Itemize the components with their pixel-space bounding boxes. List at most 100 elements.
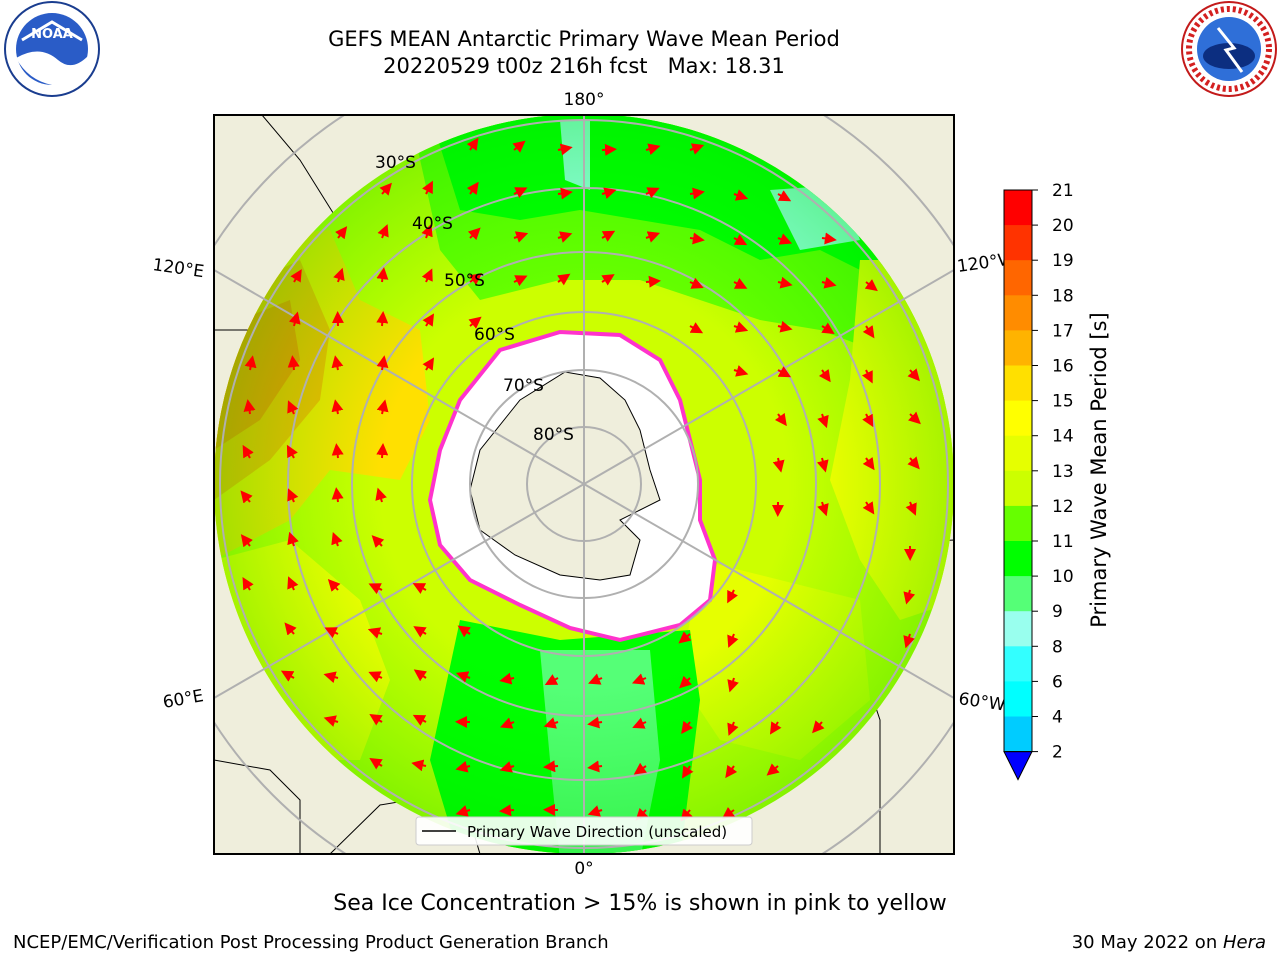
- wave-arrow: [543, 760, 559, 773]
- wave-arrow: [645, 187, 660, 199]
- wave-arrow: [543, 717, 559, 729]
- wave-arrow: [725, 764, 738, 779]
- wave-arrow: [816, 457, 829, 473]
- wave-arrow: [587, 760, 603, 773]
- wave-arrow: [375, 487, 387, 503]
- wave-arrow: [331, 355, 344, 371]
- wave-arrow: [905, 501, 917, 516]
- wave-arrow: [367, 627, 383, 639]
- wave-arrow: [817, 413, 829, 429]
- wave-arrow: [512, 140, 526, 153]
- lat-label-30s: 30°S: [375, 153, 416, 173]
- wave-arrow: [557, 143, 573, 156]
- wave-arrow: [499, 761, 515, 773]
- wave-arrow: [455, 760, 471, 773]
- wave-arrow: [413, 669, 427, 682]
- lat-label-40s: 40°S: [412, 214, 453, 234]
- wave-arrow: [455, 805, 471, 817]
- wave-arrow: [331, 399, 344, 415]
- wave-arrow: [907, 456, 920, 470]
- wave-arrow: [769, 721, 782, 735]
- colorbar-segment: [1004, 716, 1032, 753]
- wave-arrow: [721, 806, 736, 819]
- lat-label-80s: 80°S: [533, 425, 574, 445]
- colorbar-tick-label: 11: [1052, 532, 1074, 552]
- colorbar-tick-label: 9: [1052, 602, 1063, 622]
- colorbar-segment: [1004, 470, 1032, 507]
- wave-arrow: [908, 411, 921, 425]
- wave-arrow: [777, 190, 792, 202]
- credit-text: NCEP/EMC/Verification Post Processing Pr…: [13, 932, 609, 953]
- wave-arrow: [689, 232, 705, 245]
- wave-arrow: [544, 674, 559, 685]
- wave-arrow: [821, 276, 837, 289]
- wave-arrow: [777, 366, 792, 378]
- wave-arrow: [588, 673, 603, 685]
- wave-arrow: [733, 321, 749, 333]
- wave-arrow: [903, 589, 916, 605]
- wave-arrow: [681, 720, 694, 735]
- colorbar-segment: [1004, 646, 1032, 682]
- map-subtitle: 20220529 t00z 216h fcst Max: 18.31: [383, 54, 785, 78]
- wave-direction-arrows: [240, 137, 921, 822]
- wave-arrow: [601, 230, 616, 242]
- wave-arrow: [689, 277, 704, 289]
- wave-arrow: [821, 232, 837, 245]
- wave-arrow: [864, 279, 878, 292]
- wave-arrow: [727, 677, 739, 693]
- wave-arrow: [412, 583, 427, 594]
- noaa-logo: NOAA: [4, 1, 100, 97]
- colorbar: 21 20 19 18 17 16 15 14 13 12 11 10 9 8 6 4 2: [1003, 181, 1074, 781]
- wave-arrow: [678, 631, 692, 644]
- wave-arrow: [376, 267, 389, 283]
- wave-arrow: [777, 276, 793, 289]
- wave-arrow: [284, 622, 297, 636]
- wave-arrow: [331, 487, 344, 503]
- wave-arrow: [368, 583, 383, 595]
- colorbar-segment: [1004, 435, 1032, 472]
- wave-arrow: [377, 224, 389, 239]
- wave-arrow: [903, 633, 915, 649]
- wave-arrow: [376, 399, 389, 415]
- wave-arrow: [727, 633, 739, 648]
- map-legend: Primary Wave Direction (unscaled): [415, 816, 753, 846]
- lat-label-50s: 50°S: [444, 271, 485, 291]
- wave-arrow: [645, 143, 661, 155]
- wave-arrow: [499, 717, 515, 729]
- lat-label-60s: 60°S: [474, 325, 515, 345]
- wave-arrow: [733, 277, 748, 289]
- wave-arrow: [601, 187, 617, 199]
- wave-arrow: [376, 311, 389, 327]
- colorbar-tick-label: 20: [1052, 216, 1074, 236]
- wave-arrow: [422, 180, 433, 195]
- wave-arrow: [861, 369, 873, 384]
- wave-arrow: [412, 714, 427, 726]
- wave-arrow: [468, 273, 483, 286]
- wave-arrow: [421, 223, 433, 239]
- wave-arrow: [331, 443, 344, 459]
- colorbar-segment: [1004, 611, 1032, 647]
- colorbar-segment: [1004, 365, 1032, 402]
- map-frame: [213, 114, 955, 855]
- colorbar-tick-label: 10: [1052, 567, 1074, 587]
- wave-arrow: [633, 762, 647, 775]
- wave-arrow: [331, 531, 343, 547]
- date-text: 30 May 2022 on Hera: [1072, 932, 1266, 953]
- svg-text:NOAA: NOAA: [31, 27, 73, 42]
- wave-arrow: [376, 355, 389, 371]
- lon-label-60w: 60°W: [957, 689, 1006, 715]
- wave-arrow: [333, 267, 345, 283]
- wave-arrow: [727, 589, 738, 604]
- wave-arrow: [327, 578, 341, 592]
- colorbar-extend-arrow: [1003, 751, 1033, 781]
- colorbar-segment: [1004, 541, 1032, 577]
- colorbar-segment: [1004, 225, 1032, 261]
- wave-arrow: [323, 715, 339, 727]
- wave-arrow: [689, 322, 704, 334]
- sea-ice-note: Sea Ice Concentration > 15% is shown in …: [333, 891, 947, 916]
- wave-arrow: [645, 231, 661, 243]
- colorbar-segment: [1004, 330, 1032, 366]
- wave-arrow: [243, 399, 256, 415]
- date-prefix: 30 May 2022 on: [1071, 932, 1223, 953]
